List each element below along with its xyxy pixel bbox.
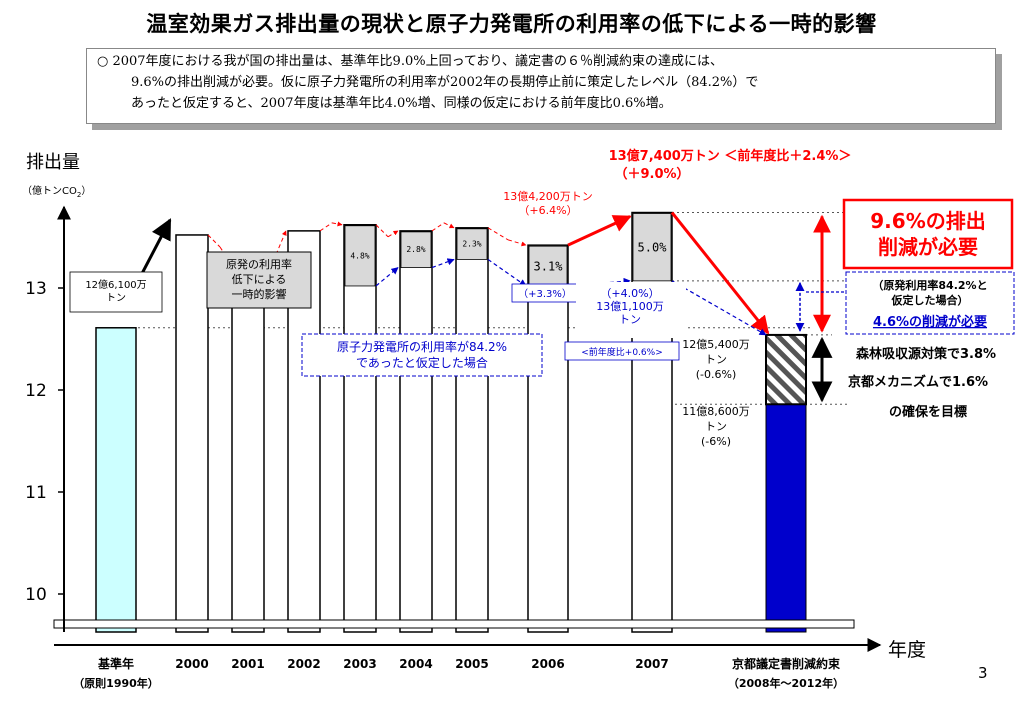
base-value-box <box>69 271 163 313</box>
effect-callout-box <box>206 251 312 309</box>
note-line-3: あったと仮定すると、2007年度は基準年比4.0%増、同様の仮定における前年度比… <box>131 96 672 111</box>
red-trend-2002-b <box>331 221 343 227</box>
bar-base-year <box>95 327 137 633</box>
hypo-reduction-line2: 仮定した場合） <box>891 293 969 307</box>
red-trend-2001-b <box>275 230 287 255</box>
hypo-reduction-box <box>845 271 1015 335</box>
x-tick-label-2004: 2004 <box>399 657 432 671</box>
bar-nuclear-effect-2004 <box>400 231 432 269</box>
x-tick-label-2002: 2002 <box>287 657 320 671</box>
x-tick-label-2001: 2001 <box>231 657 264 671</box>
red-trend-2003-a <box>375 224 389 238</box>
nuclear-effect-label-2007: 5.0% <box>638 241 668 255</box>
bar-2003 <box>343 224 377 633</box>
bar-target-sinks <box>765 333 807 406</box>
x-tick-label-2000: 2000 <box>175 657 208 671</box>
x-tick-label-基準年: 基準年 <box>97 656 134 671</box>
note-line-2: 9.6%の排出削減が必要。仮に原子力発電所の利用率が2002年の長期停止前に策定… <box>131 75 759 90</box>
x-axis-title: 年度 <box>888 639 926 661</box>
x-tick-label-2005: 2005 <box>455 657 488 671</box>
x-tick-sublabel-京都議定書削減約束: （2008年～2012年） <box>728 676 844 690</box>
blue-trend-2003 <box>375 267 399 287</box>
nuclear-effect-label-2003: 4.8% <box>350 251 369 260</box>
bar-2005 <box>455 227 489 633</box>
target-value-label: 11億8,600万トン(-6%) <box>682 405 750 448</box>
reduction-box <box>842 198 1014 270</box>
bar-2004 <box>399 230 433 633</box>
y-tick-label-11: 11 <box>25 483 47 503</box>
page-title: 温室効果ガス排出量の現状と原子力発電所の利用率の低下による一時的影響 <box>146 12 877 36</box>
red-trend-2000-a <box>207 234 221 248</box>
nuclear-effect-label-2004: 2.8% <box>406 245 425 254</box>
hypo-2007-bg <box>576 282 686 338</box>
forest-label: 森林吸収源対策で3.8% <box>856 346 996 362</box>
x-tick-label-京都議定書削減約束: 京都議定書削減約束 <box>732 656 841 671</box>
y-axis-unit: （億トンCO2） <box>22 184 91 199</box>
blue-trend-2007-target <box>671 280 767 336</box>
x-tick-label-2003: 2003 <box>343 657 376 671</box>
bar-nuclear-effect-2006 <box>528 245 568 287</box>
red-trend-2005-b <box>507 239 527 247</box>
red-trend-2004-b <box>443 222 455 229</box>
hypo-2007-label: （+4.0%） 13億1,100万トン <box>596 287 664 326</box>
summary-note: ○ 2007年度における我が国の排出量は、基準年比9.0%上回っており、議定書の… <box>86 48 996 124</box>
bars-layer <box>95 211 807 633</box>
y-tick-label-12: 12 <box>25 381 47 401</box>
effect-callout-label: 原発の利用率低下による一時的影響 <box>226 257 292 301</box>
bar-2006 <box>527 244 569 633</box>
red-trend-2003-b <box>387 230 399 238</box>
bar-nuclear-effect-2005 <box>456 228 488 260</box>
x-tick-sublabel-基準年: （原則1990年） <box>73 676 159 690</box>
blue-trend-2005 <box>487 258 527 287</box>
y-tick-label-13: 13 <box>25 279 47 299</box>
y2007-value-line2: （＋9.0%） <box>614 166 689 182</box>
bar-2000 <box>175 234 209 633</box>
bar-nuclear-effect-2007 <box>632 213 672 282</box>
axis-break-band <box>53 619 855 629</box>
nuclear-effect-label-2006: 3.1% <box>534 260 564 274</box>
note-line-1: ○ 2007年度における我が国の排出量は、基準年比9.0%上回っており、議定書の… <box>97 54 724 69</box>
red-trend-2007-target <box>670 211 770 335</box>
red-trend-2006-2007 <box>567 215 632 247</box>
bar-2001 <box>231 261 265 633</box>
y-axis-title: 排出量 <box>26 152 80 173</box>
hypo-2007-yoy-label: <前年度比+0.6%> <box>581 346 663 358</box>
page-number: 3 <box>978 664 988 682</box>
hypo-reduction-line1: （原発利用率84.2%と <box>872 278 987 292</box>
hypo-reduction-line3: 4.6%の削減が必要 <box>873 314 987 330</box>
y2006-value-label: 13億4,200万トン（+6.4%） <box>503 190 593 217</box>
goal-label: の確保を目標 <box>889 404 967 420</box>
y-tick-label-10: 10 <box>25 585 47 605</box>
labels-layer: 4.8% 2.8% 2.3% 3.1% 5.0% 12億6,100万トン 原発の利用率低下に… <box>69 148 1015 448</box>
x-tick-label-2006: 2006 <box>531 657 564 671</box>
bar-nuclear-effect-2003 <box>344 225 376 287</box>
sinks-value-label: 12億5,400万トン(-0.6%) <box>682 338 750 381</box>
hypo-legend-label: 原子力発電所の利用率が84.2%であったと仮定した場合 <box>337 339 507 370</box>
hypo-2007-yoy-box <box>564 341 680 361</box>
x-tick-label-2007: 2007 <box>635 657 668 671</box>
reduction-label: 9.6%の排出削減が必要 <box>870 209 985 259</box>
y2007-value-line1: 13億7,400万トン ＜前年度比＋2.4%＞ <box>609 148 852 164</box>
red-trend-2004-a <box>431 222 445 232</box>
base-value-label: 12億6,100万トン <box>85 278 146 304</box>
bar-target <box>765 403 807 633</box>
hypo-2006-label: （+3.3%） <box>518 288 572 300</box>
nuclear-effect-label-2005: 2.3% <box>462 240 481 249</box>
red-trend-2002-a <box>319 222 333 232</box>
hypo-legend-box <box>301 333 543 377</box>
kyoto-mech-label: 京都メカニズムで1.6% <box>848 374 988 390</box>
red-trend-2005-a <box>487 227 509 241</box>
blue-trend-2004 <box>431 258 455 269</box>
